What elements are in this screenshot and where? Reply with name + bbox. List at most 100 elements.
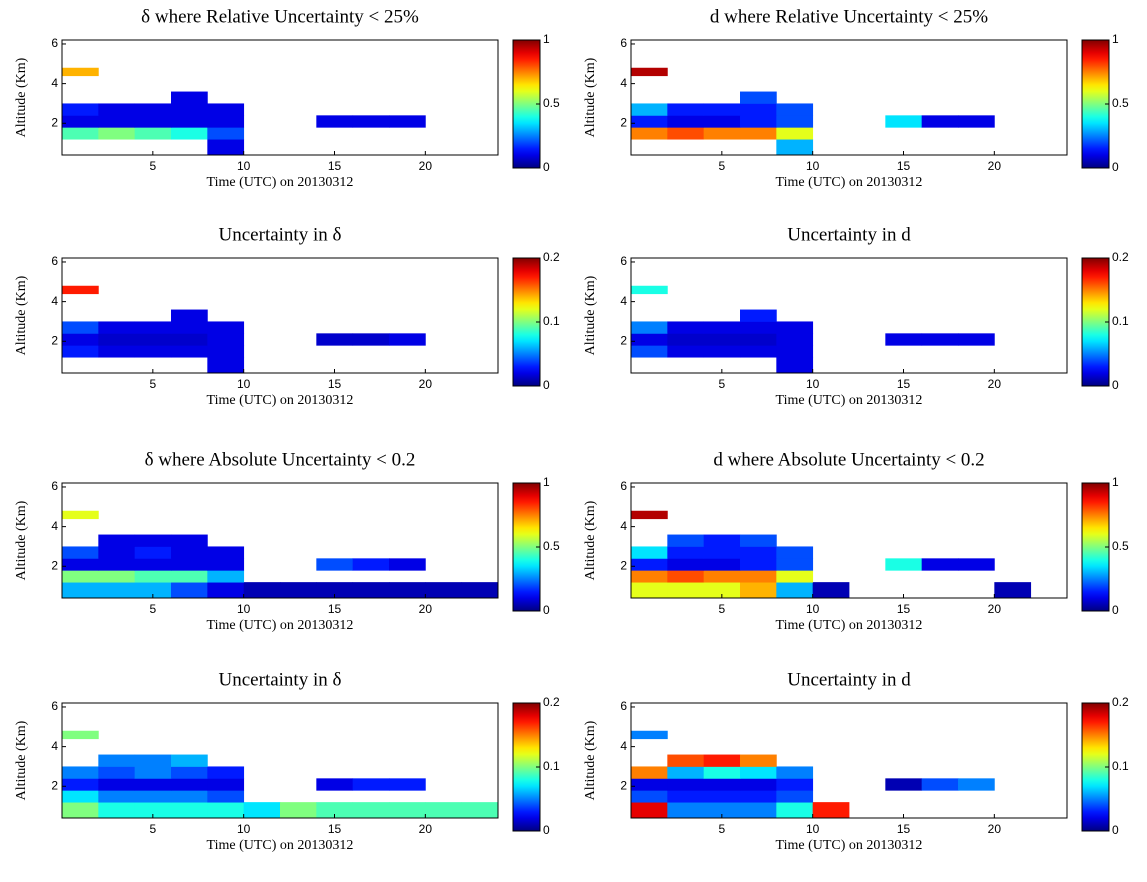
heatmap-cell [776,345,814,358]
colorbar-tick-label: 0 [543,823,550,837]
heatmap-cell [667,778,705,791]
colorbar-tick-label: 1 [1112,475,1119,489]
x-tick-label: 15 [328,377,342,391]
heatmap-cells [631,510,1032,598]
heatmap-cell [207,345,245,358]
y-tick-label: 2 [620,558,627,572]
x-tick-label: 15 [328,159,342,173]
heatmap-cell [631,546,668,559]
x-tick-label: 20 [419,159,433,173]
heatmap-cell [389,558,426,571]
heatmap-cell [921,115,959,128]
heatmap-cell [98,127,136,140]
chart-title: Uncertainty in δ [219,224,342,245]
heatmap-cell [171,345,208,358]
colorbar-tick-label: 0 [1112,160,1119,174]
heatmap-cell [134,778,172,791]
heatmap-cell [631,345,668,358]
heatmap-cell [776,115,814,128]
heatmap-cell [776,357,814,373]
heatmap-cell [667,546,705,559]
heatmap-cell [98,754,136,767]
heatmap-cell [280,582,317,598]
colorbar-tick-label: 0.5 [543,539,560,553]
heatmap-cell [631,582,668,598]
heatmap-cell [62,546,99,559]
panel: 5 10 15 20 2 4 6 Uncertainty in d Time (UTC) on … [583,669,1129,853]
heatmap-cell [62,570,99,583]
x-tick-label: 10 [806,377,820,391]
x-tick-label: 10 [806,602,820,616]
colorbar [1081,702,1110,832]
heatmap-cell [171,558,208,571]
heatmap-cell [885,558,923,571]
heatmap-cell [134,754,172,767]
heatmap-cell [98,321,136,334]
heatmap-cell [425,582,463,598]
heatmap-cell [631,510,668,520]
heatmap-cell [740,802,777,818]
heatmap-cell [171,802,208,818]
heatmap-cell [134,546,172,559]
colorbar [512,482,541,612]
heatmap-cell [98,766,136,779]
heatmap-cell [740,345,777,358]
heatmap-cell [62,778,99,791]
y-tick-label: 4 [620,294,627,308]
chart-title: δ where Absolute Uncertainty < 0.2 [145,449,416,470]
heatmap-cell [776,582,814,598]
heatmap-cells [631,730,995,818]
axes-box [61,39,499,156]
heatmap-cell [134,766,172,779]
x-axis-label: Time (UTC) on 20130312 [776,393,923,408]
heatmap-cell [207,357,245,373]
y-tick-label: 2 [620,115,627,129]
heatmap-cell [207,570,245,583]
heatmap-cell [667,802,705,818]
heatmap-cell [134,534,172,547]
heatmap-cell [62,333,99,346]
heatmap-cell [631,103,668,116]
colorbar-tick-label: 1 [543,32,550,46]
y-tick-label: 2 [620,333,627,347]
heatmap-cell [171,115,208,128]
heatmap-cell [740,778,777,791]
colorbar-tick-label: 0.1 [543,314,560,328]
heatmap-cell [921,778,959,791]
heatmap-cell [631,115,668,128]
x-tick-label: 15 [897,159,911,173]
heatmap-cell [98,345,136,358]
heatmap-cell [207,558,245,571]
heatmap-cell [740,333,777,346]
heatmap-cell [776,333,814,346]
heatmap-cell [171,333,208,346]
heatmap-cell [740,582,777,598]
heatmap-cell [667,345,705,358]
y-tick-label: 6 [620,699,627,713]
axes-box [630,702,1068,819]
heatmap-cell [62,790,99,803]
x-axis-label: Time (UTC) on 20130312 [207,175,354,190]
heatmap-cells [631,67,995,155]
heatmap-cell [171,91,208,104]
colorbar [512,702,541,832]
axes-box [61,257,499,374]
heatmap-cell [776,127,814,140]
heatmap-cell [171,321,208,334]
heatmap-cell [171,127,208,140]
colorbar-tick-label: 1 [543,475,550,489]
x-tick-label: 20 [988,822,1002,836]
heatmap-cell [703,115,741,128]
x-axis-label: Time (UTC) on 20130312 [207,838,354,853]
heatmap-cell [62,115,99,128]
y-tick-label: 2 [620,778,627,792]
heatmap-cell [389,802,426,818]
heatmap-cell [740,534,777,547]
x-tick-label: 5 [718,377,725,391]
colorbar-tick-label: 1 [1112,32,1119,46]
chart-title: δ where Relative Uncertainty < 25% [141,6,419,27]
heatmap-cell [740,103,777,116]
axes-box [630,482,1068,599]
